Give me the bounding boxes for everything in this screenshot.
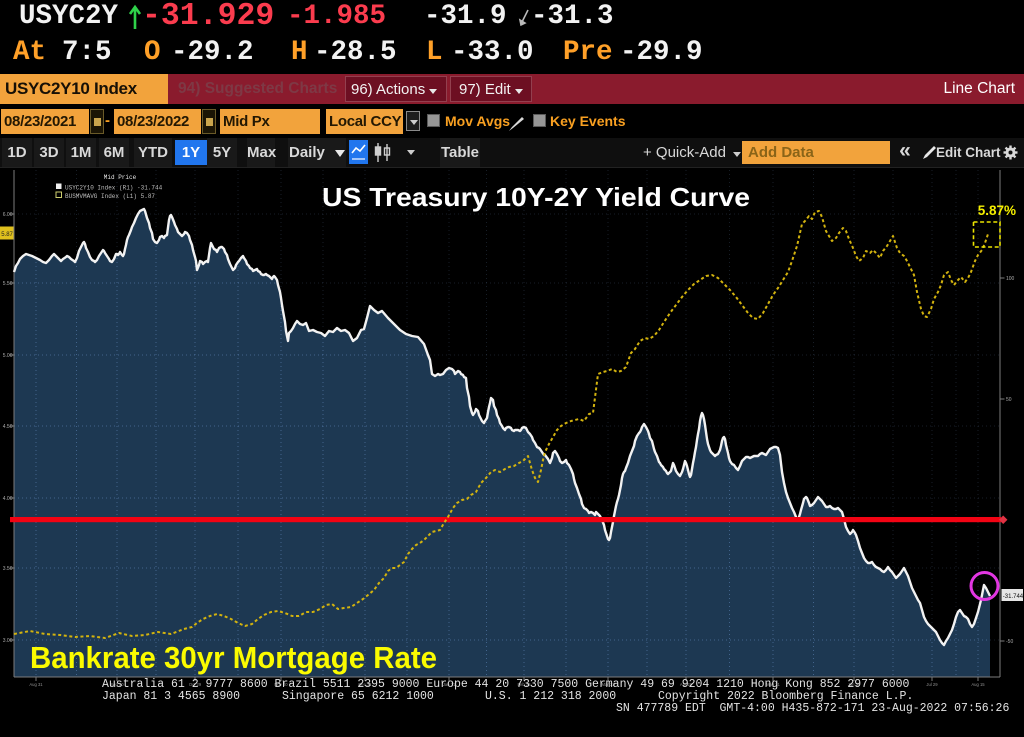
svg-text:3.50: 3.50: [3, 566, 13, 572]
svg-text:Jan 31: Jan 31: [443, 682, 456, 687]
svg-text:Oct 29: Oct 29: [189, 682, 202, 687]
svg-text:Aug 31: Aug 31: [29, 682, 43, 687]
svg-text:Feb 28: Feb 28: [517, 682, 531, 687]
svg-text:May 31: May 31: [766, 682, 780, 687]
svg-text:Jun 30: Jun 30: [848, 682, 861, 687]
svg-text:5.50: 5.50: [3, 281, 13, 287]
svg-text:Mar 31: Mar 31: [601, 682, 615, 687]
svg-text:Dec 31: Dec 31: [358, 682, 372, 687]
svg-text:Aug 15: Aug 15: [971, 682, 985, 687]
svg-text:3.00: 3.00: [3, 638, 13, 644]
svg-text:Nov 30: Nov 30: [274, 682, 288, 687]
svg-text:Jul 29: Jul 29: [926, 682, 938, 687]
svg-text:-31.744: -31.744: [1003, 594, 1024, 600]
svg-text:4.00: 4.00: [3, 496, 13, 502]
svg-text:50: 50: [1006, 397, 1012, 403]
svg-text:USYC2Y10 Index (R1) -31.744: USYC2Y10 Index (R1) -31.744: [65, 185, 163, 192]
svg-text:5.87%: 5.87%: [978, 203, 1016, 218]
svg-text:5.87: 5.87: [1, 232, 13, 238]
svg-text:-50: -50: [1006, 639, 1013, 645]
svg-text:BUSMVMAVG Index (L1) 5.87: BUSMVMAVG Index (L1) 5.87: [65, 193, 155, 200]
svg-text:6.00: 6.00: [3, 212, 13, 218]
svg-text:Mid Price: Mid Price: [104, 174, 137, 181]
svg-text:5.00: 5.00: [3, 353, 13, 359]
svg-text:Apr 29: Apr 29: [680, 682, 693, 687]
svg-text:100: 100: [1006, 276, 1015, 282]
svg-text:Bankrate 30yr Mortgage Rate: Bankrate 30yr Mortgage Rate: [30, 640, 437, 675]
svg-text:4.50: 4.50: [3, 424, 13, 430]
svg-text:Sep 30: Sep 30: [110, 682, 124, 687]
svg-text:US Treasury 10Y-2Y Yield Curve: US Treasury 10Y-2Y Yield Curve: [322, 182, 750, 212]
